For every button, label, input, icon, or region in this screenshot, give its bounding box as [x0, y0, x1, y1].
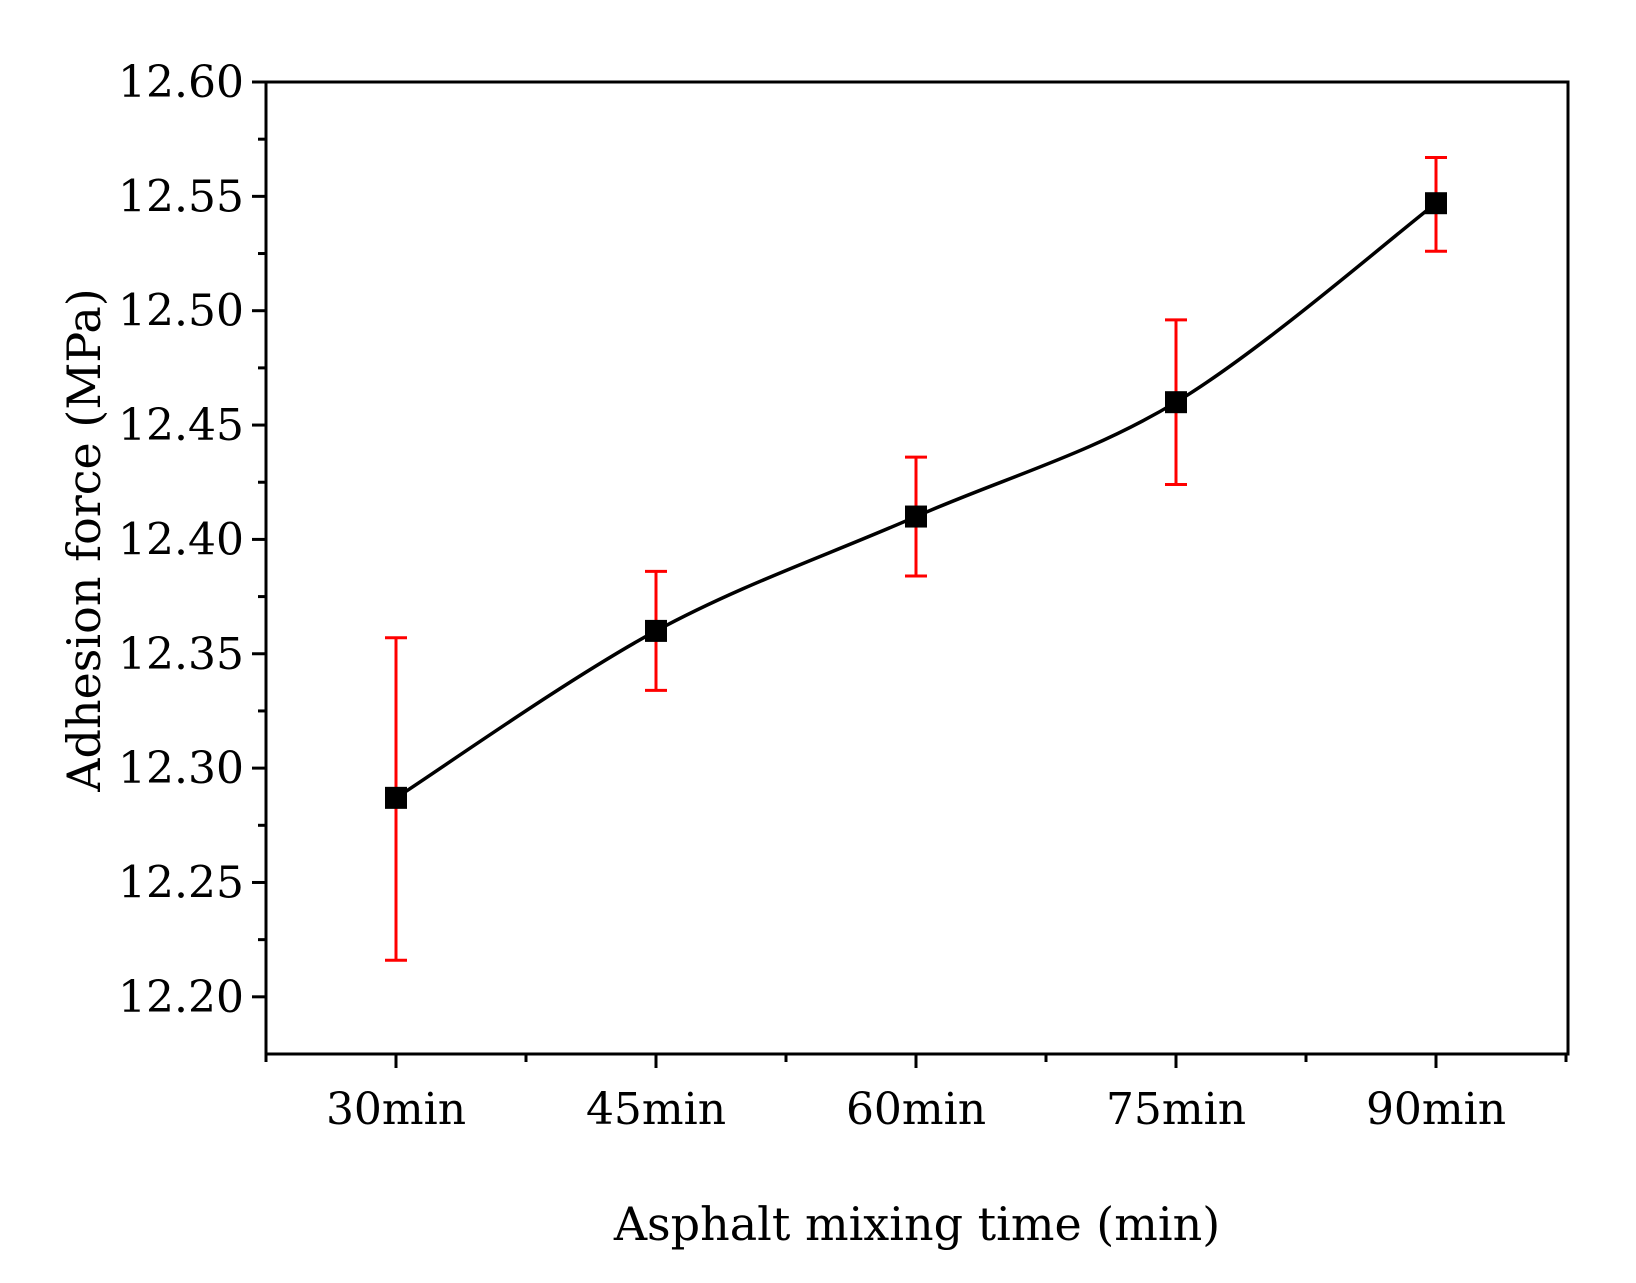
data-point	[645, 619, 667, 642]
y-tick-label: 12.45	[118, 400, 244, 451]
x-tick-label: 45min	[586, 1084, 726, 1135]
y-tick-label: 12.40	[118, 514, 244, 565]
x-tick-label: 75min	[1106, 1084, 1246, 1135]
x-axis-title: Asphalt mixing time (min)	[613, 1197, 1220, 1251]
y-tick-label: 12.55	[118, 171, 244, 222]
data-point	[385, 786, 407, 809]
data-point	[1425, 192, 1447, 215]
x-tick-label: 30min	[326, 1084, 466, 1135]
series-layer	[385, 155, 1447, 962]
y-axis-title: Adhesion force (MPa)	[57, 288, 111, 792]
y-tick-label: 12.25	[118, 857, 244, 908]
y-tick-label: 12.50	[118, 286, 244, 337]
y-tick-label: 12.30	[118, 743, 244, 794]
data-point	[905, 505, 927, 528]
y-tick-label: 12.20	[118, 972, 244, 1023]
y-tick-label: 12.35	[118, 629, 244, 680]
x-tick-label: 60min	[846, 1084, 986, 1135]
x-axis: 30min 45min 60min 75min 90min	[264, 1054, 1568, 1135]
y-tick-label: 12.60	[118, 57, 244, 108]
y-axis: 12.20 12.25 12.30 12.35 12.40 12.45 12.50 12.55…	[118, 57, 266, 1023]
data-point	[1165, 391, 1187, 414]
x-tick-label: 90min	[1366, 1084, 1506, 1135]
